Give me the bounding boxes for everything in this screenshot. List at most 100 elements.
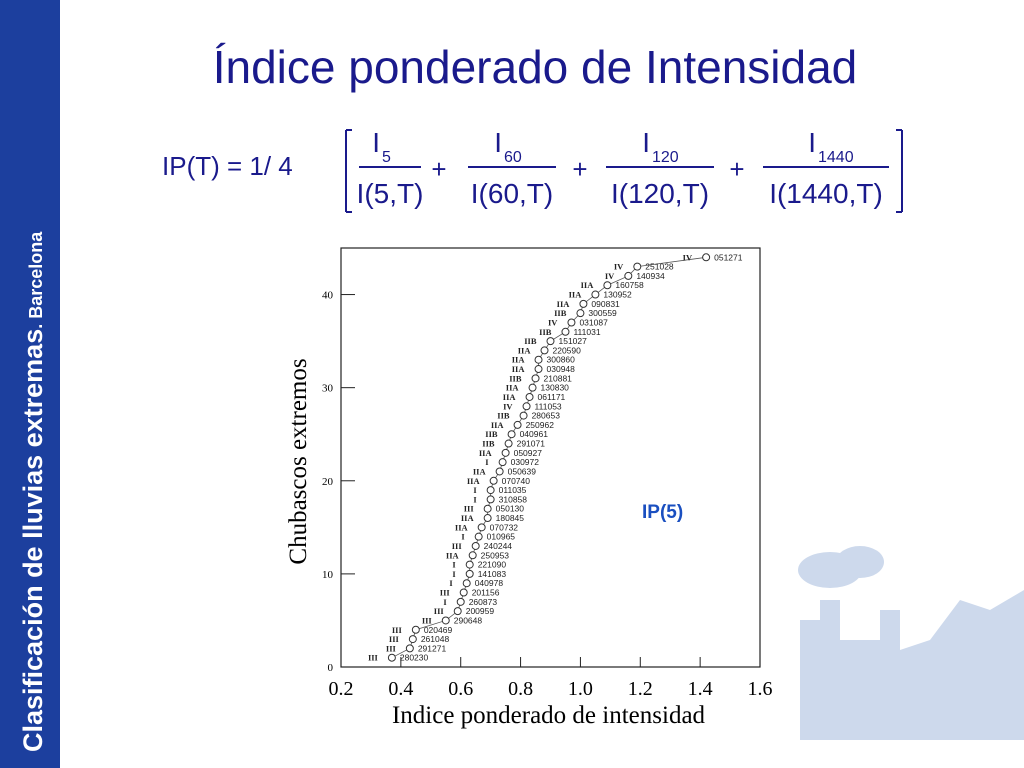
point-code: 300860 [547,355,576,365]
point-code: 291271 [418,643,447,653]
point [579,299,588,308]
x-tick-label: 1.0 [568,678,593,700]
point-class: IIB [539,327,552,337]
point-code: 310858 [499,494,528,504]
point-class: IIB [524,336,537,346]
point-class: IV [503,401,513,411]
point [483,514,492,523]
numerator: I [642,127,650,158]
side-title: Clasificación de lluvias extremas [18,329,48,752]
point [411,625,420,634]
point [702,253,711,262]
x-tick-label: 1.6 [748,678,773,700]
side-text: Clasificación de lluvias extremas. Barce… [18,231,48,752]
y-axis-label: Chubascos extremos [285,358,312,564]
point [519,411,528,420]
point [459,588,468,597]
point [483,504,492,513]
point-code: 280653 [532,411,561,421]
point [465,569,474,578]
slide-title: Índice ponderado de Intensidad [213,41,858,93]
bracket [896,129,903,213]
point-class: I [449,578,453,588]
point [462,579,471,588]
point [528,383,537,392]
point [489,476,498,485]
point-code: 050927 [514,448,543,458]
denominator: I(120,T) [611,178,709,209]
formula: IP(T) = 1/ 4 I 5I(5,T)+I 60I(60,T)+I 120I(1… [162,127,903,213]
point-code: 280230 [400,653,429,663]
x-axis-label: Indice ponderado de intensidad [392,702,706,729]
point [561,327,570,336]
point-class: IV [614,262,624,272]
point-code: 291071 [517,439,546,449]
point [441,616,450,625]
point [495,467,504,476]
point-code: 240244 [484,541,513,551]
point [531,374,540,383]
point-code: 090831 [591,299,620,309]
point [513,420,522,429]
point [567,318,576,327]
point-code: 040961 [520,429,549,439]
point-class: IIA [506,383,520,393]
point-code: 130952 [603,290,632,300]
y-tick-label: 30 [322,383,334,395]
point-class: I [485,457,489,467]
point-class: III [389,634,400,644]
point-class: IIA [479,448,493,458]
point [525,392,534,401]
point [405,644,414,653]
point [507,430,516,439]
side-subtitle: . Barcelona [26,231,46,329]
point-class: IIA [467,476,481,486]
point-class: IV [605,271,615,281]
point-class: IIA [491,420,505,430]
subscript: 1440 [818,149,854,166]
annotation: IP(5) [642,502,683,523]
point-class: III [452,541,463,551]
point-code: 290648 [454,615,483,625]
point [624,271,633,280]
x-tick-label: 0.4 [388,678,413,700]
point-code: 141083 [478,569,507,579]
point-class: III [386,643,397,653]
point-class: IIB [482,439,495,449]
point-code: 201156 [472,588,500,598]
y-tick-label: 20 [322,476,334,488]
point-code: 250962 [526,420,555,430]
point [465,560,474,569]
point [453,607,462,616]
point-class: III [422,615,433,625]
operator: + [572,154,587,184]
point [456,597,465,606]
point-code: 210881 [544,373,573,383]
point [522,402,531,411]
operator: + [729,154,744,184]
x-tick-label: 0.2 [329,678,354,700]
bracket [345,129,352,213]
point-code: 250953 [481,550,510,560]
point [534,365,543,374]
point [540,346,549,355]
point-class: IIA [455,522,469,532]
point-class: IIA [446,550,460,560]
point-class: III [464,504,475,514]
point-code: 111053 [535,401,562,411]
point [591,290,600,299]
point-code: 180845 [496,513,525,523]
point [477,523,486,532]
point-code: 070732 [490,522,519,532]
point-code: 011035 [499,485,527,495]
x-tick-label: 1.4 [688,678,713,700]
point-class: I [452,560,456,570]
numerator: I [494,127,502,158]
y-tick-label: 10 [322,569,334,581]
point-code: 051271 [714,252,743,262]
point [486,486,495,495]
point-code: 200959 [466,606,495,616]
operator: + [431,154,446,184]
point [498,458,507,467]
x-tick-label: 1.2 [628,678,653,700]
